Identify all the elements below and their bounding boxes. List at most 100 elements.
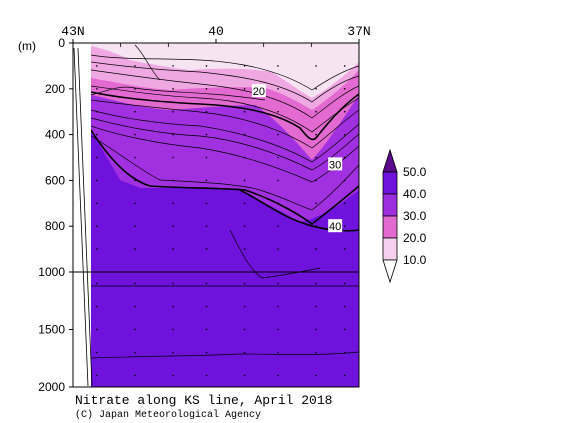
station-dot [172,202,174,205]
x-tick-label: 37N [347,24,370,39]
contour-line [91,109,359,163]
station-dot [205,133,208,136]
contour-fill-layer [91,43,359,387]
seafloor-line-2 [77,47,93,387]
station-dot [205,351,208,354]
colorbar-segment [382,215,398,239]
colorbar-bottom-cap [382,259,398,284]
station-dot [96,133,98,136]
station-dot [277,282,279,285]
station-dot [172,374,174,377]
y-tick-label: 1000 [38,265,65,279]
station-dot [96,65,98,67]
station-markers [96,65,346,377]
station-dot [343,65,346,67]
station-dot [172,88,174,90]
colorbar-segment [382,193,398,217]
colorbar-segment [382,171,398,195]
y-unit-label: (m) [18,39,36,53]
contour-20 [91,91,359,141]
station-dot [205,65,208,67]
station-dot [96,351,98,354]
station-dot [343,351,346,354]
contour-line [91,61,359,103]
colorbar-label: 50.0 [403,165,427,179]
station-dot [315,248,317,250]
y-tick-label: 1500 [38,323,65,337]
station-dot [315,328,317,331]
y-tick-label: 0 [58,36,65,50]
station-dot [134,156,136,159]
x-tick-label: 43N [61,24,84,39]
station-dot [343,282,346,285]
station-dot [134,248,136,250]
station-dot [343,202,346,205]
y-tick-label: 200 [45,82,65,96]
station-dot [205,179,208,182]
station-dot [96,88,98,90]
station-dot [315,351,317,354]
station-dot [315,305,317,308]
station-dot [134,225,136,227]
station-dot [134,328,136,331]
contour-label-box [328,157,343,171]
contour-label-box [251,84,266,98]
station-dot [243,133,246,136]
colorbar-label: 10.0 [403,253,427,267]
station-dot [243,225,246,227]
station-dot [243,374,246,377]
station-dot [277,133,279,136]
station-dot [134,374,136,377]
contour-line [91,54,359,91]
station-dot [343,133,346,136]
station-dot [96,374,98,377]
station-dot [277,156,279,159]
station-dot [315,202,317,205]
contour-line [91,135,359,211]
contour-line [91,86,266,101]
station-dot [243,179,246,182]
station-dot [343,374,346,377]
station-dot [277,88,279,90]
station-dot [243,351,246,354]
station-dot [96,179,98,182]
contour-line [91,69,359,119]
station-dot [315,110,317,113]
station-dot [205,110,208,113]
contour-label-box [328,219,343,233]
contour-label: 30 [329,159,341,171]
contour-lines-bold [91,91,359,232]
station-dot [277,202,279,205]
station-dot [277,65,279,67]
contour-labels: 20 30 40 [251,84,343,233]
contour-40 [239,189,359,232]
station-dot [205,305,208,308]
station-dot [343,305,346,308]
station-dot [172,351,174,354]
station-dot [243,282,246,285]
station-dot [277,351,279,354]
station-dot [315,133,317,136]
contour-line [229,229,321,279]
station-dot [315,282,317,285]
y-axis: 0 200 400 600 800 1000 1500 2000 [38,36,73,394]
colorbar-segment [382,237,398,261]
station-dot [172,179,174,182]
station-dot [243,202,246,205]
station-dot [243,328,246,331]
x-tick-label: 40 [208,24,224,39]
colorbar: 50.0 40.0 30.0 20.0 10.0 [382,148,427,284]
station-dot [277,179,279,182]
contour-label: 40 [329,221,341,233]
station-dot [205,374,208,377]
credit-text: (C) Japan Meteorological Agency [75,409,261,421]
station-dot [134,351,136,354]
station-dot [96,225,98,227]
station-dot [343,225,346,227]
station-dot [243,65,246,67]
station-dot [243,110,246,113]
station-dot [134,133,136,136]
station-dot [205,202,208,205]
station-dot [172,248,174,250]
station-dot [315,374,317,377]
